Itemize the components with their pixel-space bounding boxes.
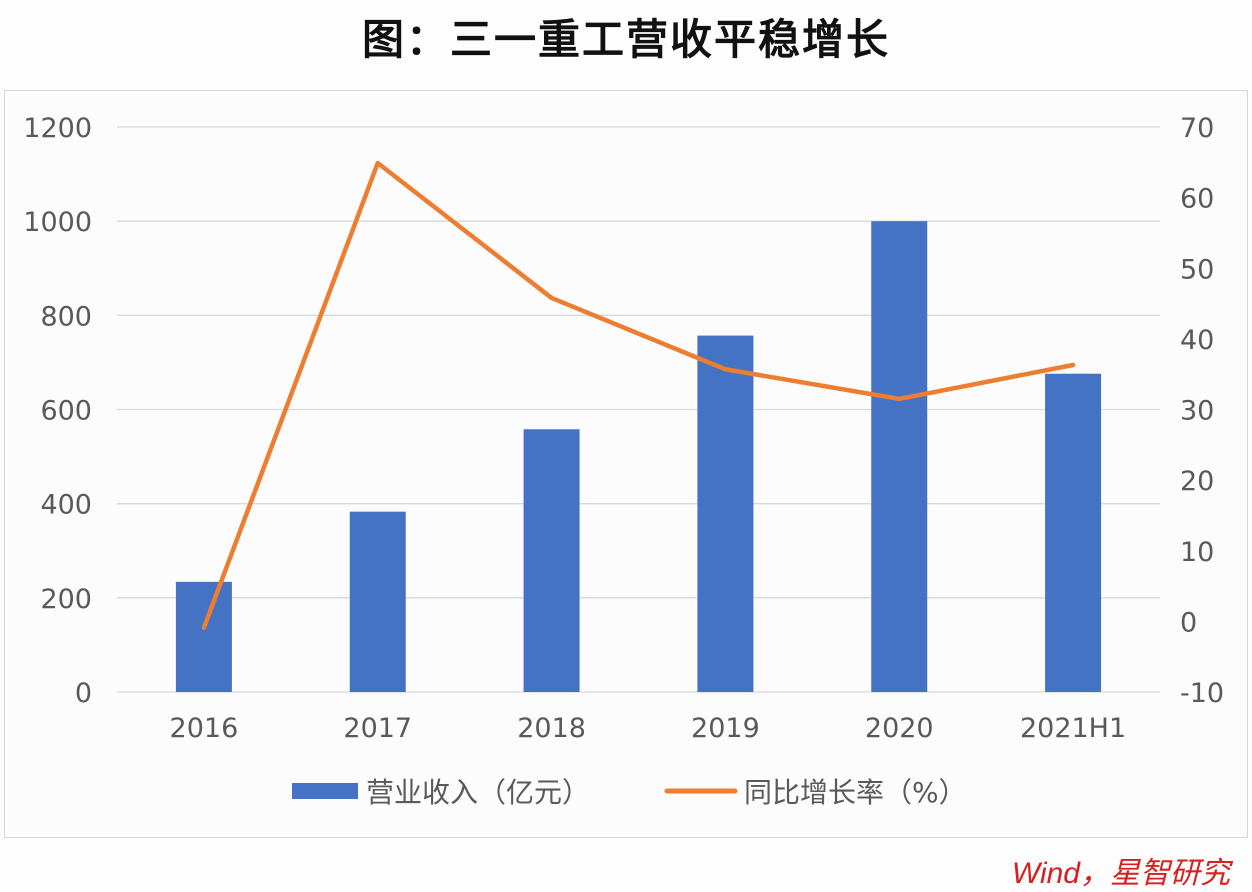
right-tick-label: 30 <box>1180 396 1214 427</box>
x-tick-label: 2019 <box>691 713 760 744</box>
left-tick-label: 1000 <box>23 207 92 238</box>
x-axis-categories: 2016 2017 2018 2019 2020 2021H1 <box>170 713 1127 744</box>
x-tick-label: 2017 <box>343 713 412 744</box>
x-tick-label: 2018 <box>517 713 586 744</box>
left-tick-label: 800 <box>40 301 92 332</box>
right-tick-label: 10 <box>1180 537 1214 568</box>
bar-2016 <box>175 581 232 692</box>
revenue-bars <box>175 221 1102 692</box>
gridlines <box>117 126 1160 693</box>
legend-bar-swatch-icon <box>292 783 358 799</box>
right-tick-label: -10 <box>1180 678 1224 709</box>
right-tick-label: 50 <box>1180 254 1214 285</box>
bar-2018 <box>523 429 580 692</box>
chart-title: 图：三一重工营收平稳增长 <box>361 15 890 64</box>
bar-2019 <box>697 335 754 692</box>
x-tick-label: 2016 <box>170 713 239 744</box>
chart-frame <box>4 90 1248 838</box>
bar-2020 <box>871 221 928 692</box>
left-tick-label: 200 <box>40 584 92 615</box>
x-tick-label: 2020 <box>865 713 934 744</box>
growth-rate-line <box>201 160 1076 630</box>
bar-2017 <box>349 511 406 692</box>
right-tick-label: 60 <box>1180 184 1214 215</box>
right-tick-label: 70 <box>1180 113 1214 144</box>
legend: 营业收入（亿元） 同比增长率（%） <box>292 776 967 809</box>
legend-label-revenue: 营业收入（亿元） <box>366 776 590 809</box>
right-axis-ticks: -10 0 10 20 30 40 50 60 70 <box>1180 113 1224 709</box>
left-tick-label: 600 <box>40 396 92 427</box>
growth-line <box>201 160 1076 630</box>
right-tick-label: 20 <box>1180 466 1214 497</box>
left-tick-label: 1200 <box>23 113 92 144</box>
bar-2021H1 <box>1045 373 1102 692</box>
x-tick-label: 2021H1 <box>1020 713 1126 744</box>
right-tick-label: 40 <box>1180 325 1214 356</box>
legend-label-growth: 同比增长率（%） <box>744 776 967 809</box>
source-note: Wind，星智研究 <box>1011 857 1230 890</box>
left-tick-label: 0 <box>75 678 92 709</box>
right-tick-label: 0 <box>1180 607 1197 638</box>
left-axis-ticks: 0 200 400 600 800 1000 1200 <box>23 113 92 709</box>
left-tick-label: 400 <box>40 490 92 521</box>
